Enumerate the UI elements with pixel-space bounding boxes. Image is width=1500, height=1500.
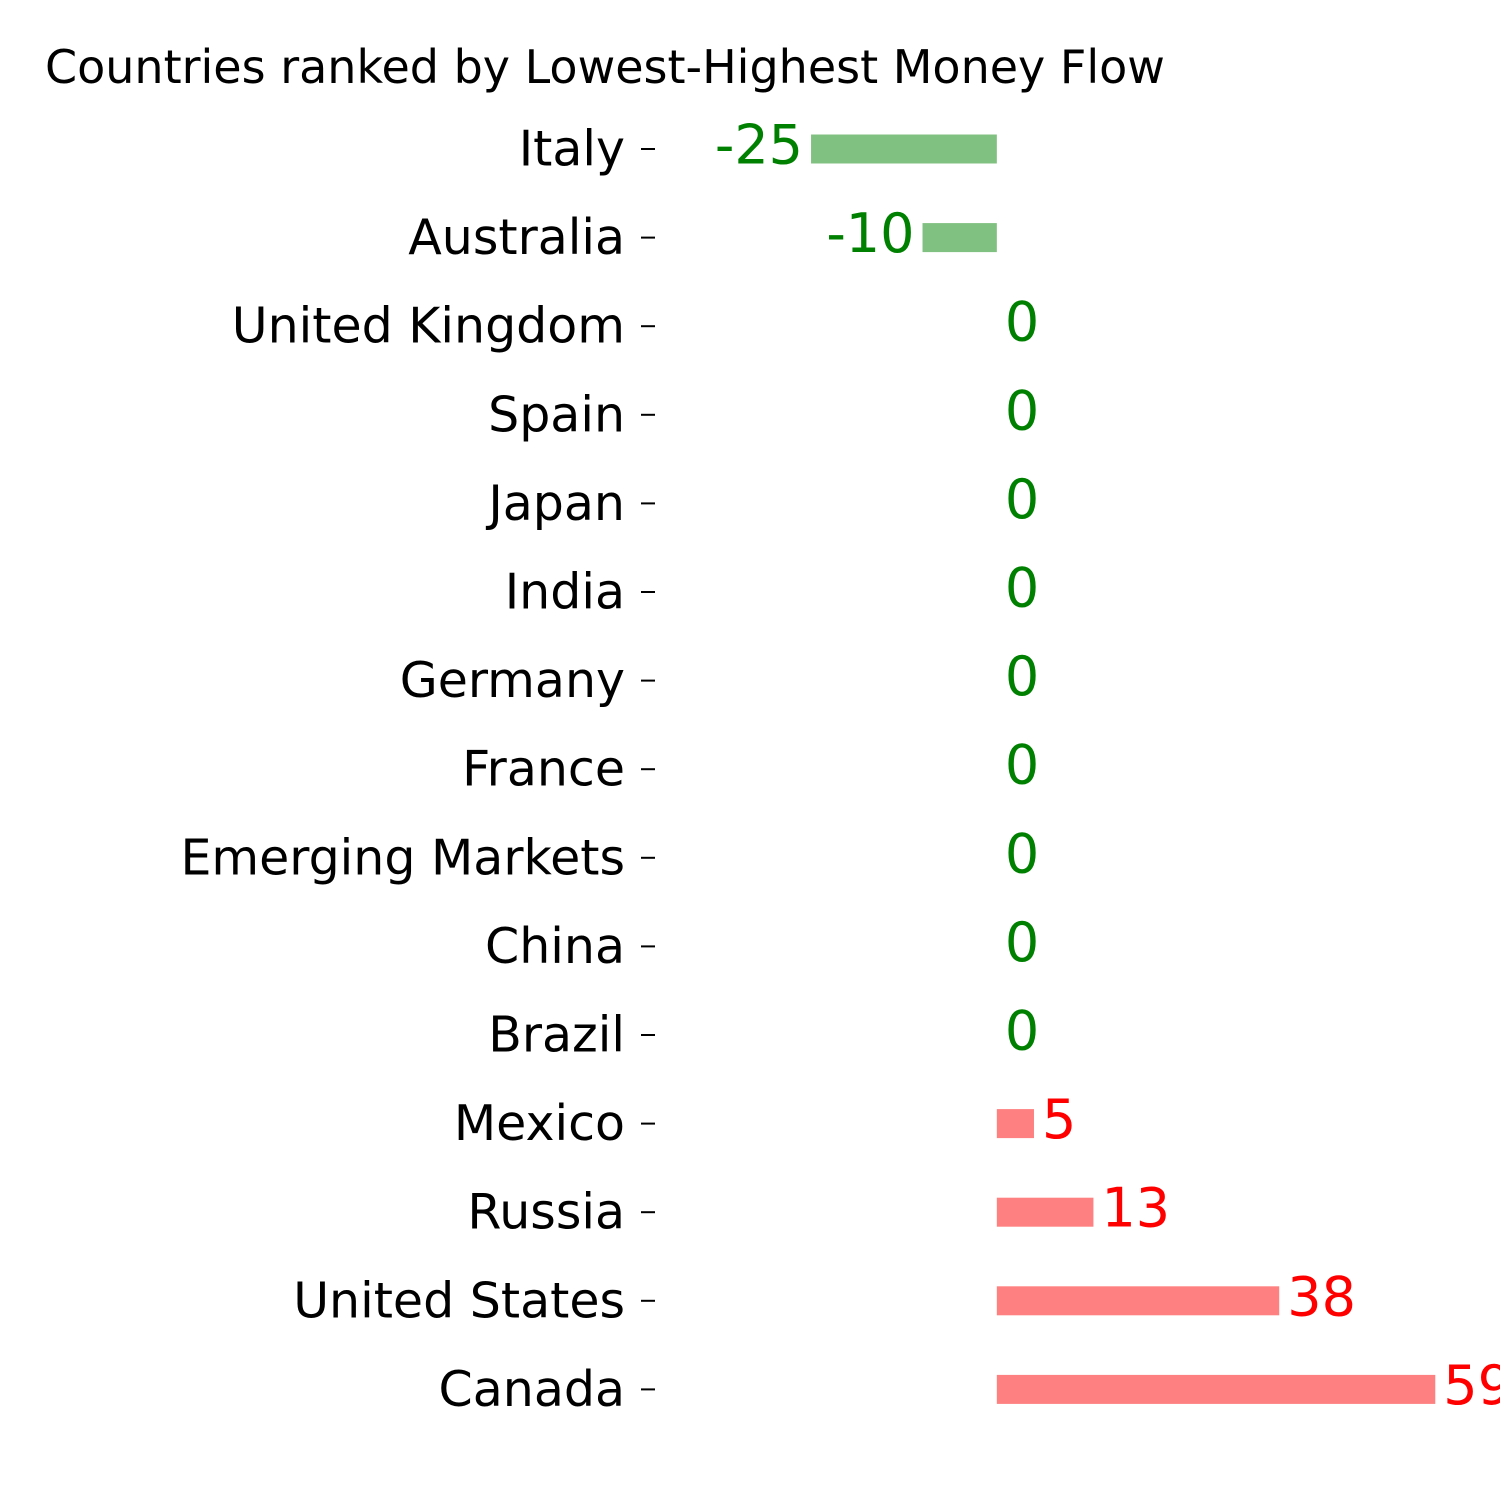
y-tick-label-france: France <box>462 741 625 798</box>
bar-russia <box>996 1197 1094 1227</box>
y-tick-label-spain: Spain <box>488 386 625 443</box>
y-tick-label-brazil: Brazil <box>488 1007 625 1064</box>
value-label-brazil: 0 <box>1005 1000 1039 1063</box>
value-label-united-kingdom: 0 <box>1005 291 1039 354</box>
value-label-russia: 13 <box>1101 1177 1170 1240</box>
value-label-australia: -10 <box>826 202 914 265</box>
bar-italy <box>811 134 997 164</box>
value-label-france: 0 <box>1005 734 1039 797</box>
value-label-germany: 0 <box>1005 645 1039 708</box>
chart-title: Countries ranked by Lowest-Highest Money… <box>45 40 1165 94</box>
bar-united-states <box>996 1286 1280 1316</box>
y-tick-label-mexico: Mexico <box>454 1095 625 1152</box>
y-tick-label-china: China <box>485 918 625 975</box>
y-tick-label-emerging-markets: Emerging Markets <box>180 829 625 886</box>
value-label-united-states: 38 <box>1287 1265 1356 1328</box>
y-tick-label-united-kingdom: United Kingdom <box>232 298 625 355</box>
value-label-italy: -25 <box>715 114 803 177</box>
bar-canada <box>996 1374 1436 1404</box>
y-tick-label-russia: Russia <box>467 1184 625 1241</box>
value-label-spain: 0 <box>1005 379 1039 442</box>
y-tick-label-germany: Germany <box>400 652 625 709</box>
y-tick-label-united-states: United States <box>293 1272 625 1329</box>
value-label-japan: 0 <box>1005 468 1039 531</box>
bars <box>811 134 1436 1404</box>
y-tick-label-india: India <box>505 564 625 621</box>
value-label-mexico: 5 <box>1042 1088 1076 1151</box>
value-label-canada: 59 <box>1443 1354 1500 1417</box>
value-label-china: 0 <box>1005 911 1039 974</box>
value-label-india: 0 <box>1005 557 1039 620</box>
y-axis: Italy Australia United Kingdom Spain Japan In… <box>180 121 655 1418</box>
value-label-emerging-markets: 0 <box>1005 822 1039 885</box>
y-tick-label-italy: Italy <box>519 121 625 178</box>
bar-mexico <box>996 1109 1034 1139</box>
y-tick-label-canada: Canada <box>439 1361 625 1418</box>
y-tick-label-australia: Australia <box>408 209 625 266</box>
bar-australia <box>922 223 997 253</box>
y-tick-label-japan: Japan <box>485 475 625 532</box>
